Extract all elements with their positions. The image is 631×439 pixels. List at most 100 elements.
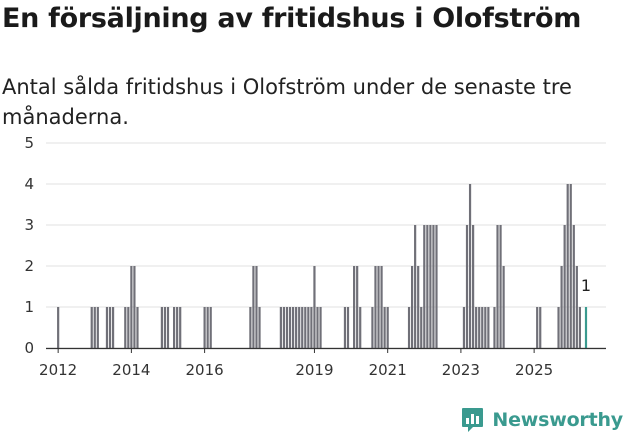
bar — [487, 307, 490, 348]
y-tick-label: 0 — [24, 339, 34, 357]
bar — [319, 307, 322, 348]
bar — [93, 307, 96, 348]
bar — [563, 225, 566, 348]
bar — [316, 307, 319, 348]
bar — [420, 307, 423, 348]
bar — [566, 184, 569, 348]
bar — [578, 307, 581, 348]
bar — [310, 307, 313, 348]
bar — [90, 307, 93, 348]
bar — [481, 307, 484, 348]
bar — [426, 225, 429, 348]
bar — [475, 307, 478, 348]
bar — [255, 266, 258, 348]
x-tick-label: 2025 — [515, 361, 553, 379]
bar — [371, 307, 374, 348]
bar — [282, 307, 286, 348]
grid-lines — [46, 142, 606, 349]
bar — [249, 307, 252, 348]
bar — [423, 225, 426, 348]
bar — [472, 225, 475, 348]
bar — [465, 225, 469, 348]
bar — [374, 266, 377, 348]
bar — [539, 307, 542, 348]
x-tick-label: 2019 — [295, 361, 333, 379]
bar — [166, 307, 170, 348]
bar — [160, 307, 163, 348]
bar-latest — [584, 307, 588, 348]
bar — [407, 307, 411, 348]
bar — [560, 266, 563, 348]
bar — [124, 307, 127, 348]
x-tick-label: 2021 — [369, 361, 407, 379]
bar — [136, 307, 139, 348]
bar — [252, 266, 255, 348]
y-axis: 0 1 2 3 4 5 — [24, 134, 34, 357]
x-tick-label: 2023 — [442, 361, 480, 379]
bar — [301, 307, 304, 348]
bar — [502, 266, 505, 348]
bar — [307, 307, 310, 348]
bar — [572, 225, 575, 348]
bar — [285, 307, 289, 348]
bar — [291, 307, 295, 348]
bar — [258, 307, 261, 348]
bar — [462, 307, 466, 348]
x-axis: 2012 2014 2016 2019 2021 2023 2025 — [39, 347, 606, 379]
newsworthy-logo-text: Newsworthy — [492, 409, 623, 431]
bar — [557, 307, 560, 348]
bar — [127, 307, 130, 348]
bar — [279, 307, 282, 348]
page-title: En försäljning av fritidshus i Olofström — [2, 3, 582, 34]
bar — [172, 307, 176, 348]
bar — [346, 307, 350, 348]
x-tick-label: 2016 — [186, 361, 224, 379]
bar — [499, 225, 502, 348]
y-tick-label: 1 — [24, 298, 34, 316]
bar — [343, 307, 347, 348]
bar — [133, 266, 136, 348]
x-tick-label: 2014 — [112, 361, 150, 379]
bar — [298, 307, 301, 348]
bar — [380, 266, 383, 348]
bar — [108, 307, 112, 348]
bar — [569, 184, 572, 348]
bar — [356, 266, 359, 348]
bar — [105, 307, 109, 348]
bar — [295, 307, 298, 348]
y-tick-label: 5 — [24, 134, 34, 152]
bar — [359, 307, 362, 348]
bar — [353, 266, 356, 348]
x-tick-label: 2012 — [39, 361, 77, 379]
bar — [435, 225, 438, 348]
y-tick-label: 3 — [24, 216, 34, 234]
bar — [383, 307, 386, 348]
bar — [468, 184, 472, 348]
bar — [96, 307, 99, 348]
y-tick-label: 2 — [24, 257, 34, 275]
bar — [417, 266, 420, 348]
bar — [57, 307, 60, 348]
bar — [536, 307, 539, 348]
bar — [304, 307, 307, 348]
bar — [163, 307, 167, 348]
bar — [288, 307, 292, 348]
bars: 1 — [57, 184, 591, 348]
bar — [377, 266, 380, 348]
bar — [432, 225, 435, 348]
bar — [410, 266, 414, 348]
bar — [478, 307, 481, 348]
page-subtitle: Antal sålda fritidshus i Olofström under… — [2, 75, 572, 129]
bar — [414, 225, 417, 348]
bar — [493, 307, 496, 348]
latest-value-label: 1 — [581, 276, 591, 295]
bar — [496, 225, 499, 348]
bar — [575, 266, 578, 348]
bar — [179, 307, 182, 348]
bar — [176, 307, 179, 348]
bar — [313, 266, 316, 348]
bar — [209, 307, 212, 348]
bar — [206, 307, 209, 348]
bar — [203, 307, 206, 348]
